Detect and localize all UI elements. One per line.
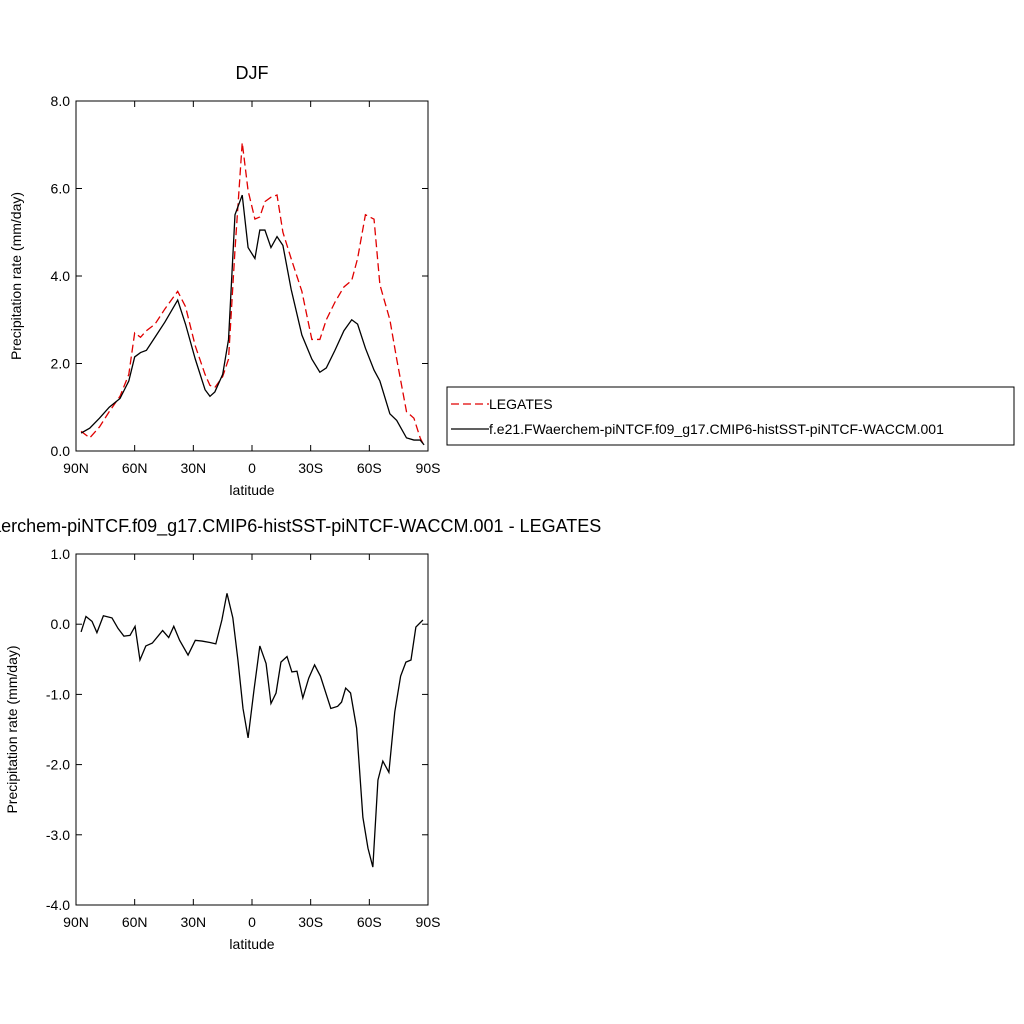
y-axis-label: Precipitation rate (mm/day) bbox=[4, 645, 20, 813]
x-tick-label: 90S bbox=[416, 460, 441, 476]
plot-frame bbox=[75, 100, 429, 452]
x-tick-label: 0 bbox=[248, 460, 256, 476]
y-tick-label: 0.0 bbox=[51, 443, 71, 459]
data-line bbox=[80, 194, 425, 446]
x-axis-label: latitude bbox=[229, 482, 274, 498]
y-axis-label: Precipitation rate (mm/day) bbox=[8, 192, 24, 360]
x-tick-label: 90N bbox=[63, 460, 89, 476]
chart-title: DJF bbox=[236, 63, 269, 83]
y-tick-label: 4.0 bbox=[51, 268, 71, 284]
x-tick-label: 90N bbox=[63, 914, 89, 930]
chart-title: f.e21.FWaerchem-piNTCF.f09_g17.CMIP6-his… bbox=[0, 516, 601, 537]
y-tick-label: 0.0 bbox=[51, 616, 71, 632]
y-tick-label: 2.0 bbox=[51, 356, 71, 372]
x-tick-label: 60N bbox=[122, 460, 148, 476]
panel: DJF 90N 60N 30N 0 30S 60S 90S 0.0 2.0 4.0 6.0 8.0 lat… bbox=[8, 63, 1015, 498]
data-line bbox=[80, 142, 425, 447]
y-tick-label: 6.0 bbox=[51, 181, 71, 197]
y-tick-label: -4.0 bbox=[46, 897, 70, 913]
data-line bbox=[80, 593, 424, 868]
plot-frame bbox=[75, 553, 429, 906]
legend-label: f.e21.FWaerchem-piNTCF.f09_g17.CMIP6-his… bbox=[489, 421, 944, 437]
x-tick-label: 60N bbox=[122, 914, 148, 930]
y-tick-label: -3.0 bbox=[46, 827, 70, 843]
x-tick-label: 0 bbox=[248, 914, 256, 930]
x-tick-label: 30N bbox=[180, 460, 206, 476]
legend: LEGATES f.e21.FWaerchem-piNTCF.f09_g17.CM… bbox=[446, 386, 1015, 446]
x-tick-label: 30S bbox=[298, 914, 323, 930]
panel: f.e21.FWaerchem-piNTCF.f09_g17.CMIP6-his… bbox=[0, 516, 601, 952]
x-tick-label: 60S bbox=[357, 460, 382, 476]
y-tick-label: -2.0 bbox=[46, 757, 70, 773]
y-tick-label: 8.0 bbox=[51, 93, 71, 109]
legend-label: LEGATES bbox=[489, 396, 553, 412]
x-axis-label: latitude bbox=[229, 936, 274, 952]
legend-box bbox=[446, 386, 1015, 446]
y-tick-label: 1.0 bbox=[51, 546, 71, 562]
y-tick-label: -1.0 bbox=[46, 686, 70, 702]
x-tick-label: 60S bbox=[357, 914, 382, 930]
x-tick-label: 30S bbox=[298, 460, 323, 476]
x-tick-label: 90S bbox=[416, 914, 441, 930]
x-tick-label: 30N bbox=[180, 914, 206, 930]
